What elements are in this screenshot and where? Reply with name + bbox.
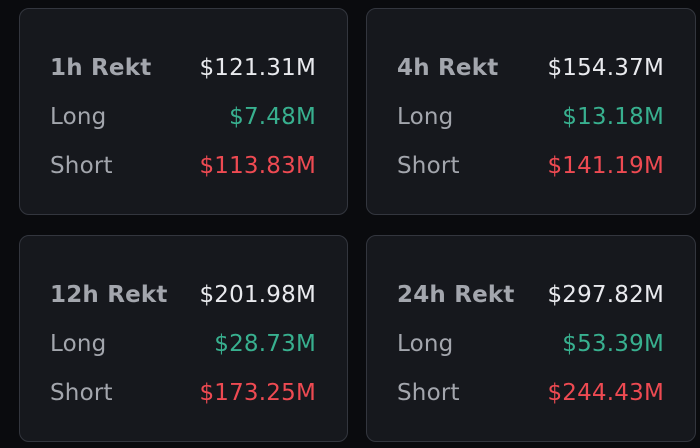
timeframe-title: 1h Rekt	[50, 55, 152, 81]
long-row: Long $13.18M	[397, 100, 664, 134]
short-label: Short	[50, 380, 113, 406]
total-row: 1h Rekt $121.31M	[50, 51, 316, 85]
long-label: Long	[50, 104, 107, 130]
total-row: 12h Rekt $201.98M	[50, 278, 316, 312]
short-label: Short	[397, 380, 460, 406]
short-row: Short $173.25M	[50, 376, 316, 410]
total-liquidation-value: $297.82M	[547, 282, 664, 308]
timeframe-title: 12h Rekt	[50, 282, 168, 308]
liquidation-card-4h: 4h Rekt $154.37M Long $13.18M Short $141…	[366, 8, 696, 215]
total-liquidation-value: $154.37M	[547, 55, 664, 81]
short-liquidation-value: $113.83M	[199, 153, 316, 179]
long-label: Long	[397, 331, 454, 357]
liquidation-card-12h: 12h Rekt $201.98M Long $28.73M Short $17…	[19, 235, 348, 442]
short-liquidation-value: $173.25M	[199, 380, 316, 406]
short-liquidation-value: $244.43M	[547, 380, 664, 406]
short-row: Short $244.43M	[397, 376, 664, 410]
liquidation-card-24h: 24h Rekt $297.82M Long $53.39M Short $24…	[366, 235, 696, 442]
short-label: Short	[397, 153, 460, 179]
long-liquidation-value: $28.73M	[214, 331, 316, 357]
long-label: Long	[397, 104, 454, 130]
long-label: Long	[50, 331, 107, 357]
short-liquidation-value: $141.19M	[547, 153, 664, 179]
long-liquidation-value: $7.48M	[229, 104, 316, 130]
long-row: Long $28.73M	[50, 327, 316, 361]
short-row: Short $141.19M	[397, 149, 664, 183]
total-row: 4h Rekt $154.37M	[397, 51, 664, 85]
total-row: 24h Rekt $297.82M	[397, 278, 664, 312]
long-row: Long $7.48M	[50, 100, 316, 134]
short-row: Short $113.83M	[50, 149, 316, 183]
total-liquidation-value: $201.98M	[199, 282, 316, 308]
long-row: Long $53.39M	[397, 327, 664, 361]
total-liquidation-value: $121.31M	[199, 55, 316, 81]
short-label: Short	[50, 153, 113, 179]
liquidation-card-1h: 1h Rekt $121.31M Long $7.48M Short $113.…	[19, 8, 348, 215]
timeframe-title: 4h Rekt	[397, 55, 499, 81]
timeframe-title: 24h Rekt	[397, 282, 515, 308]
long-liquidation-value: $13.18M	[562, 104, 664, 130]
long-liquidation-value: $53.39M	[562, 331, 664, 357]
